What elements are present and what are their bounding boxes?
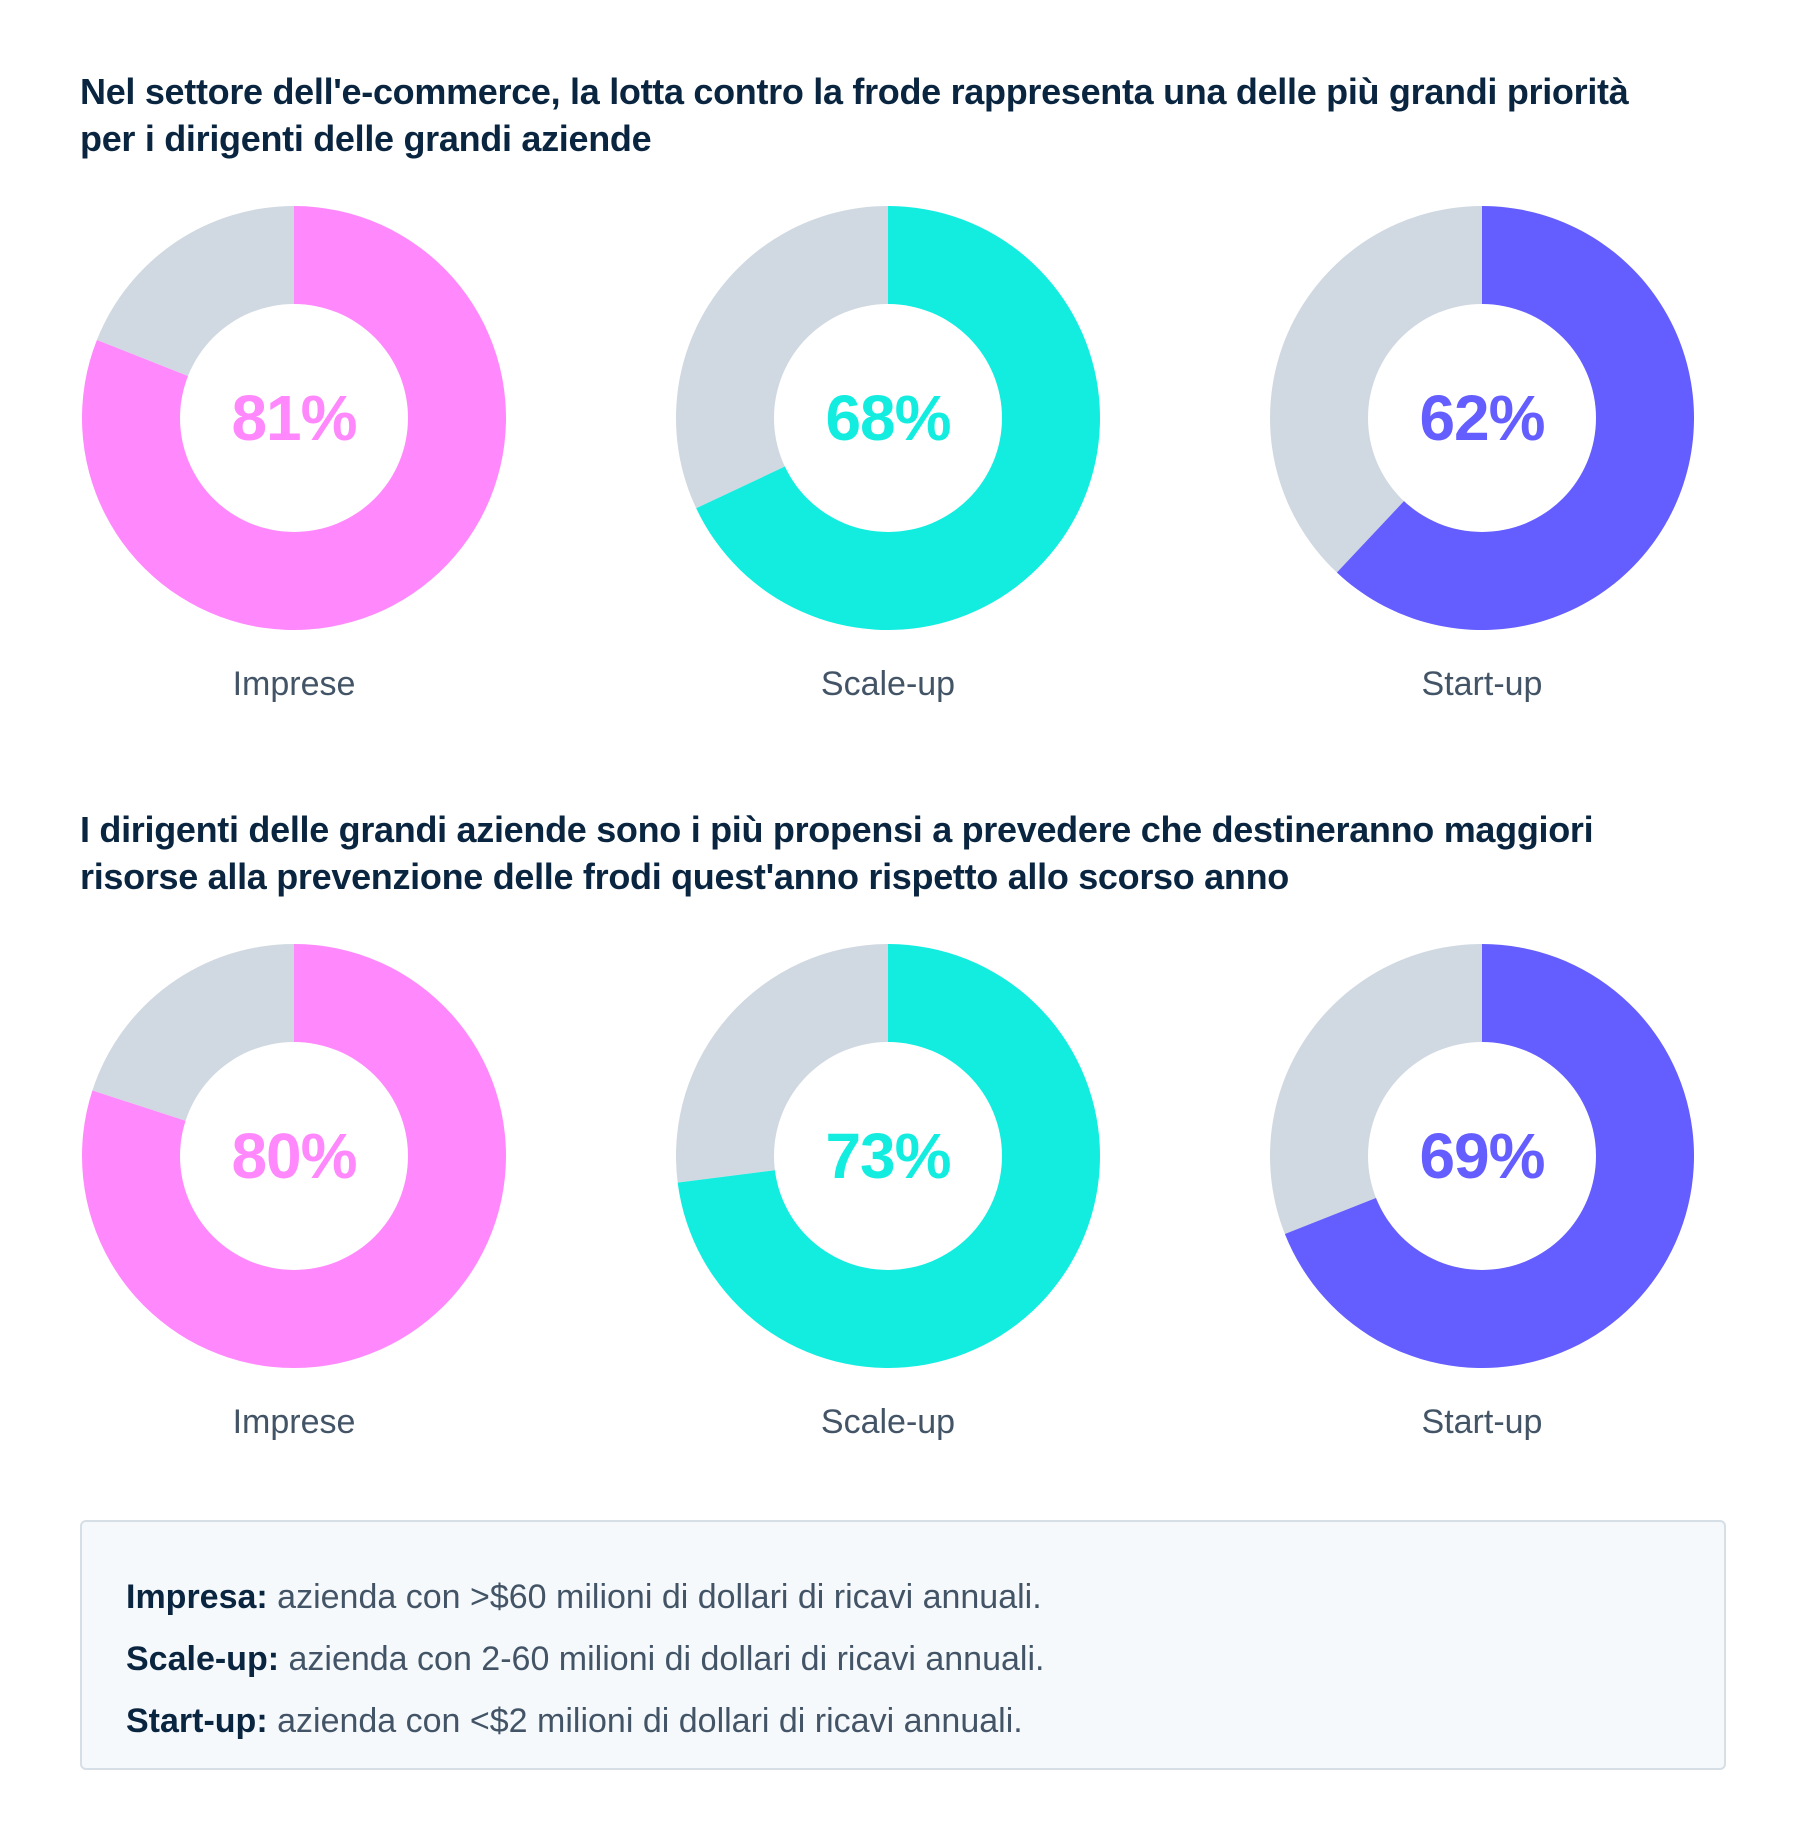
donut-value-label: 81% — [231, 382, 356, 454]
category-label-scale-up: Scale-up — [820, 1403, 956, 1441]
donut-value-label: 68% — [825, 382, 950, 454]
category-label-imprese: Imprese — [232, 665, 356, 703]
definition-term: Scale-up: — [126, 1640, 280, 1678]
donut-hole — [1368, 304, 1596, 532]
definition-text: azienda con <$2 milioni di dollari di ri… — [267, 1702, 1023, 1740]
chart-title-1: Nel settore dell'e-commerce, la lotta co… — [80, 71, 1629, 159]
definition-text: azienda con >$60 milioni di dollari di r… — [267, 1578, 1042, 1616]
definition-term: Impresa: — [126, 1578, 268, 1616]
donut-chart-scale-up: 68% — [676, 206, 1101, 630]
donut-chart-imprese: 81% — [82, 206, 507, 630]
donut-hole — [180, 1042, 408, 1270]
donut-value-label: 62% — [1419, 382, 1544, 454]
category-label-start-up: Start-up — [1421, 665, 1543, 703]
definition-start-up: Start-up: azienda con <$2 milioni di dol… — [126, 1690, 1724, 1752]
donut-hole — [774, 304, 1002, 532]
definition-text: azienda con 2-60 milioni di dollari di r… — [279, 1640, 1045, 1678]
donut-hole — [774, 1042, 1002, 1270]
definition-scale-up: Scale-up: azienda con 2-60 milioni di do… — [126, 1628, 1724, 1690]
donut-chart-start-up: 62% — [1270, 206, 1695, 630]
donut-chart-scale-up: 73% — [675, 944, 1100, 1368]
donut-chart-imprese: 80% — [82, 944, 507, 1368]
definitions-box: Impresa: azienda con >$60 milioni di dol… — [80, 1520, 1726, 1770]
definition-impresa: Impresa: azienda con >$60 milioni di dol… — [126, 1566, 1724, 1628]
definition-term: Start-up: — [126, 1702, 268, 1740]
donut-hole — [1368, 1042, 1596, 1270]
chart-title-2: I dirigenti delle grandi aziende sono i … — [80, 809, 1594, 897]
category-label-start-up: Start-up — [1421, 1403, 1543, 1441]
donut-value-label: 69% — [1419, 1120, 1544, 1192]
donut-hole — [180, 304, 408, 532]
category-label-imprese: Imprese — [232, 1403, 356, 1441]
category-label-scale-up: Scale-up — [820, 665, 956, 703]
donut-value-label: 80% — [231, 1120, 356, 1192]
donut-chart-start-up: 69% — [1270, 944, 1695, 1368]
donut-value-label: 73% — [825, 1120, 950, 1192]
